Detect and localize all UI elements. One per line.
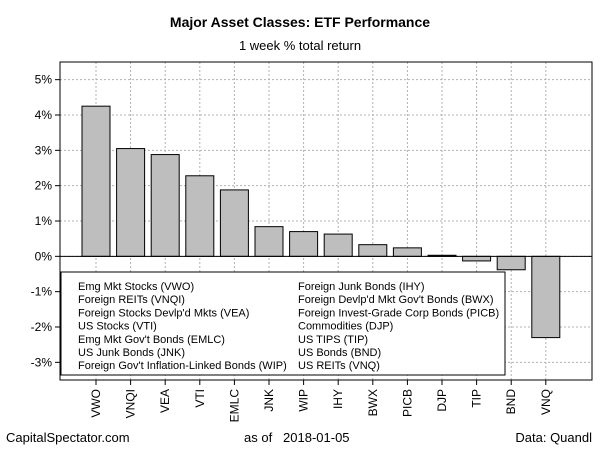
x-tick-label-emlc: EMLC xyxy=(227,389,241,423)
bar-bnd xyxy=(496,255,526,271)
legend-box xyxy=(60,271,506,376)
bar-vti xyxy=(185,175,215,257)
legend-entry: US REITs (VNQ) xyxy=(298,360,380,372)
data-credit-label: Data: Quandl xyxy=(515,430,592,445)
legend-entry: Foreign Devlp'd Mkt Gov't Bonds (BWX) xyxy=(298,294,494,306)
x-tick-label-vwo: VWO xyxy=(89,389,103,418)
legend-entry: Foreign Gov't Inflation-Linked Bonds (WI… xyxy=(78,360,287,372)
legend-entry: Commodities (DJP) xyxy=(298,321,393,333)
x-tick-label-picb: PICB xyxy=(400,389,414,417)
y-tick-label: 4% xyxy=(35,108,53,122)
legend-entry: Foreign REITs (VNQI) xyxy=(78,294,185,306)
bar-vea xyxy=(150,154,180,257)
bar-ihy xyxy=(323,233,353,257)
bar-jnk xyxy=(254,226,284,257)
axis-layer: -3% -2% -1% 0% 1% 2% 3% 4% 5% VWO VNQI VEA VTI EMLC JN… xyxy=(31,73,592,423)
y-tick-label: 3% xyxy=(35,143,53,157)
x-tick-label-bwx: BWX xyxy=(366,389,380,416)
x-tick-label-vnq: VNQ xyxy=(539,389,553,415)
y-tick-label: 5% xyxy=(35,73,53,87)
legend-entry: US Junk Bonds (JNK) xyxy=(78,347,185,359)
x-tick-label-ihy: IHY xyxy=(331,389,345,409)
bar-wip xyxy=(289,231,319,257)
y-tick-label: 2% xyxy=(35,179,53,193)
x-tick-label-wip: WIP xyxy=(297,389,311,412)
as-of-label: as of xyxy=(244,430,273,445)
y-tick-label: 1% xyxy=(35,214,53,228)
x-tick-label-vti: VTI xyxy=(193,389,207,408)
bar-layer xyxy=(81,105,561,339)
legend: Emg Mkt Stocks (VWO)Foreign REITs (VNQI)… xyxy=(60,271,506,376)
legend-entry: US Bonds (BND) xyxy=(298,347,381,359)
source-site-label: CapitalSpectator.com xyxy=(6,430,130,445)
as-of-date: 2018-01-05 xyxy=(283,430,350,445)
bar-vnqi xyxy=(116,148,146,257)
bar-tip xyxy=(462,255,492,262)
y-tick-label: -3% xyxy=(31,355,53,369)
legend-entry: Emg Mkt Gov't Bonds (EMLC) xyxy=(78,334,225,346)
bar-picb xyxy=(392,247,422,257)
x-tick-label-bnd: BND xyxy=(504,389,518,415)
y-tick-label: 0% xyxy=(35,249,53,263)
x-tick-label-vnqi: VNQI xyxy=(124,389,138,418)
chart-title: Major Asset Classes: ETF Performance xyxy=(170,14,430,30)
chart-subtitle: 1 week % total return xyxy=(239,38,361,53)
legend-entry: Foreign Stocks Devlp'd Mkts (VEA) xyxy=(78,307,249,319)
x-tick-label-tip: TIP xyxy=(470,389,484,408)
y-tick-label: -1% xyxy=(31,285,53,299)
bar-bwx xyxy=(358,244,388,257)
legend-entry: US Stocks (VTI) xyxy=(78,321,157,333)
as-of-date-line: as of 2018-01-05 xyxy=(244,430,350,445)
legend-entry: Emg Mkt Stocks (VWO) xyxy=(78,281,194,293)
legend-entry: Foreign Invest-Grade Corp Bonds (PICB) xyxy=(298,307,499,319)
x-tick-label-djp: DJP xyxy=(435,389,449,412)
bar-emlc xyxy=(219,189,249,257)
y-tick-label: -2% xyxy=(31,320,53,334)
x-tick-label-vea: VEA xyxy=(158,389,172,413)
legend-entry: US TIPS (TIP) xyxy=(298,334,368,346)
x-tick-label-jnk: JNK xyxy=(262,389,276,412)
legend-entry: Foreign Junk Bonds (IHY) xyxy=(298,281,425,293)
bar-vwo xyxy=(81,105,111,257)
bar-vnq xyxy=(531,255,561,339)
